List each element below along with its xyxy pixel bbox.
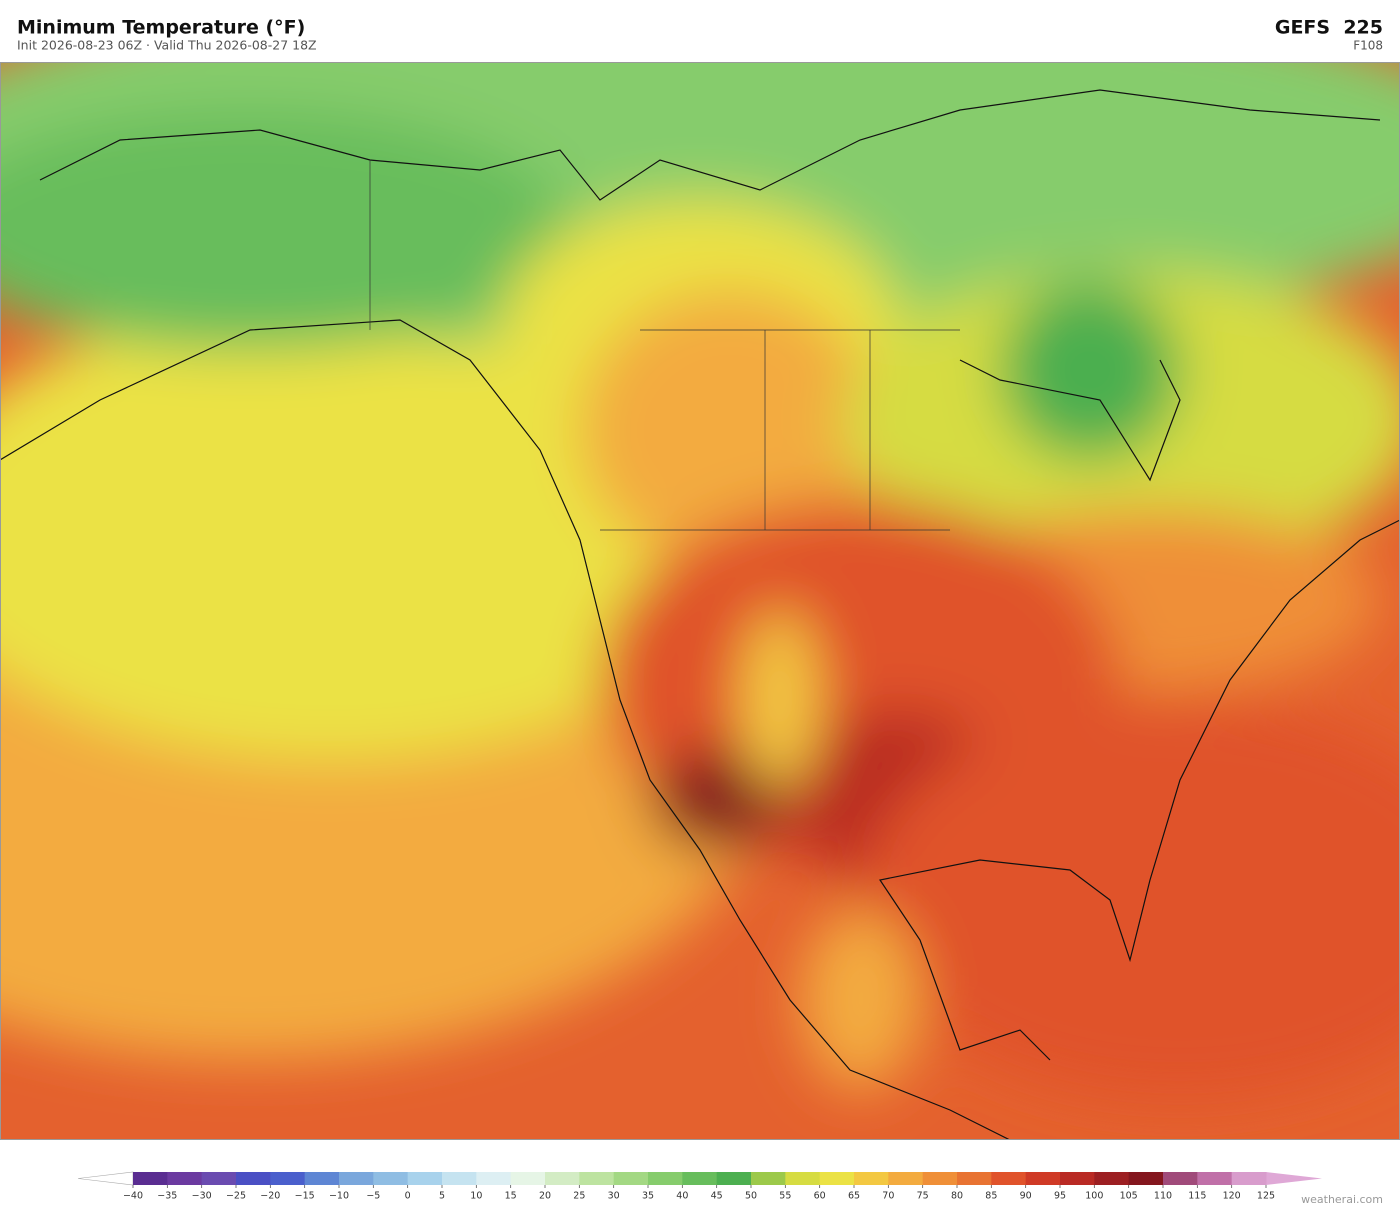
- colorbar-bin: [854, 1172, 889, 1185]
- colorbar-bin: [167, 1172, 203, 1185]
- colorbar-tick-label: 70: [882, 1191, 894, 1202]
- colorbar-tick-label: −20: [260, 1191, 280, 1202]
- colorbar-bin: [270, 1172, 306, 1185]
- colorbar-bin: [682, 1172, 718, 1185]
- colorbar-tick-label: −30: [192, 1191, 212, 1202]
- colorbar-tick-label: 40: [676, 1191, 688, 1202]
- colorbar-bin: [133, 1172, 168, 1185]
- colorbar-bin: [236, 1172, 271, 1185]
- colorbar-tick-label: 95: [1054, 1191, 1066, 1202]
- colorbar-tick-label: 100: [1085, 1191, 1103, 1202]
- credit: weatherai.com: [1301, 1193, 1383, 1206]
- borders: [369, 160, 960, 531]
- colorbar-tick-label: −15: [295, 1191, 315, 1202]
- colorbar-tick-label: 75: [917, 1191, 929, 1202]
- colorbar-bin: [1197, 1172, 1233, 1185]
- colorbar-tick-label: 5: [439, 1191, 445, 1202]
- colorbar-bin: [819, 1172, 855, 1185]
- colorbar-bin: [579, 1172, 615, 1185]
- colorbar-bin: [1094, 1172, 1130, 1185]
- colorbar-tick-label: −5: [366, 1191, 380, 1202]
- colorbar-tick-label: 125: [1257, 1191, 1275, 1202]
- colorbar-tick-label: 115: [1188, 1191, 1206, 1202]
- colorbar-tick-label: 20: [539, 1191, 551, 1202]
- colorbar-bin: [442, 1172, 477, 1185]
- colorbar-bin: [648, 1172, 683, 1185]
- colorbar-bin: [751, 1172, 786, 1185]
- colorbar-tick-label: 35: [642, 1191, 654, 1202]
- colorbar: −40 −35 −30 −25 −20 −15 −10 −5 0 5 10 15 20 25 30 35 40 4…: [77, 1171, 1322, 1202]
- colorbar-tick-label: 50: [745, 1191, 757, 1202]
- map: [0, 62, 1400, 1140]
- subtitle: Init 2026-08-23 06Z · Valid Thu 2026-08-…: [17, 38, 317, 53]
- colorbar-tick-label: 60: [814, 1191, 826, 1202]
- colorbar-tick-label: 80: [951, 1191, 963, 1202]
- colorbar-tick-label: 30: [608, 1191, 620, 1202]
- colorbar-tick-label: 0: [405, 1191, 411, 1202]
- colorbar-bin: [716, 1172, 752, 1185]
- colorbar-over: [1266, 1172, 1322, 1185]
- model-label: GEFS 225: [1275, 17, 1383, 39]
- colorbar-bin: [922, 1172, 958, 1185]
- colorbar-bin: [957, 1172, 992, 1185]
- colorbar-tick-label: −10: [329, 1191, 349, 1202]
- colorbar-bin: [613, 1172, 649, 1185]
- colorbar-bin: [545, 1172, 580, 1185]
- colorbar-tick-label: 10: [470, 1191, 482, 1202]
- colorbar-bin: [888, 1172, 924, 1185]
- colorbar-tick-label: 90: [1020, 1191, 1032, 1202]
- colorbar-tick-label: −40: [123, 1191, 143, 1202]
- colorbar-tick-label: −35: [157, 1191, 177, 1202]
- colorbar-bin: [1060, 1172, 1095, 1185]
- colorbar-bin: [1025, 1172, 1061, 1185]
- colorbar-tick-label: 85: [985, 1191, 997, 1202]
- title: Minimum Temperature (°F): [17, 17, 305, 39]
- colorbar-bin: [201, 1172, 237, 1185]
- colorbar-tick-label: 15: [505, 1191, 517, 1202]
- colorbar-tick-label: 110: [1154, 1191, 1172, 1202]
- colorbar-bin: [785, 1172, 821, 1185]
- forecast-hour: F108: [1353, 39, 1383, 53]
- colorbar-bin: [510, 1172, 546, 1185]
- colorbar-bin: [407, 1172, 443, 1185]
- colorbar-bin: [304, 1172, 340, 1185]
- colorbar-bin: [339, 1172, 374, 1185]
- coastline: [0, 89, 1400, 1140]
- colorbar-tick-label: −25: [226, 1191, 246, 1202]
- colorbar-tick-label: 105: [1120, 1191, 1138, 1202]
- colorbar-bin: [476, 1172, 512, 1185]
- colorbar-under: [77, 1171, 134, 1186]
- colorbar-tick-label: 45: [711, 1191, 723, 1202]
- colorbar-bin: [1163, 1172, 1198, 1185]
- colorbar-bin: [373, 1172, 409, 1185]
- colorbar-tick-label: 55: [779, 1191, 791, 1202]
- colorbar-bin: [1231, 1172, 1267, 1185]
- colorbar-bin: [991, 1172, 1027, 1185]
- colorbar-bin: [1128, 1172, 1164, 1185]
- colorbar-tick-label: 65: [848, 1191, 860, 1202]
- colorbar-tick-label: 25: [573, 1191, 585, 1202]
- colorbar-tick-label: 120: [1223, 1191, 1241, 1202]
